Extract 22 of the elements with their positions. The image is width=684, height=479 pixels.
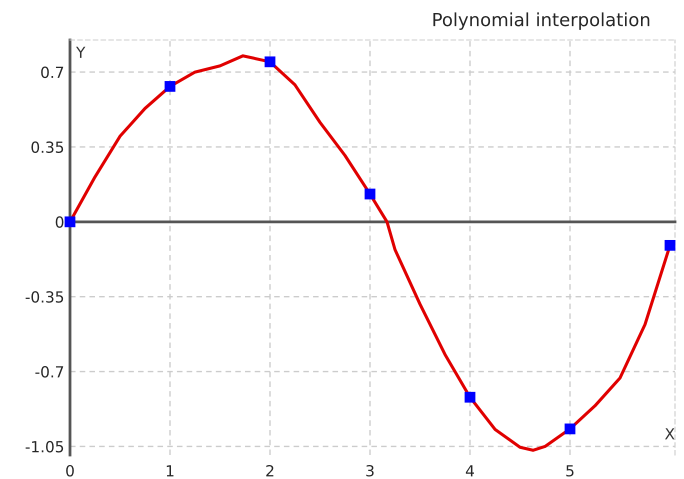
point (564, 424, 576, 434)
x-axis-title: X (664, 428, 675, 440)
point (364, 188, 376, 200)
y-tick-label: -0.35 (26, 291, 64, 303)
y-tick-label: 0.35 (31, 141, 64, 153)
x-tick-label: 1 (166, 465, 174, 476)
x-tick-label: 0 (66, 464, 74, 477)
y-tick-label: 0 (56, 216, 64, 228)
y-axis-title: Y (76, 46, 86, 58)
point (164, 81, 176, 92)
point (64, 216, 76, 228)
point (464, 392, 476, 403)
point (264, 56, 276, 68)
x-tick-label: 2 (266, 464, 274, 476)
y-tick-label: 0.7 (41, 66, 64, 78)
chart-title: Polynomial interpolation (433, 12, 650, 30)
point (664, 240, 676, 251)
y-tick-label: -0.7 (35, 366, 64, 378)
x-tick-label: 4 (466, 465, 474, 476)
x-tick-label: 3 (366, 464, 374, 477)
x-tick-label: 5 (566, 465, 574, 477)
y-tick-label: -1.05 (26, 440, 64, 452)
